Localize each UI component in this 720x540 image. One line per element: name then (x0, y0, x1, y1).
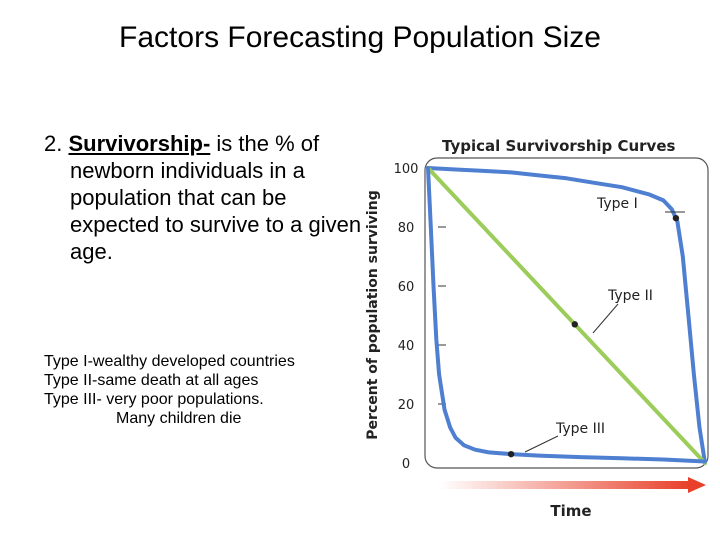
series-line-type-ii (426, 166, 707, 465)
callout-type-1: Type I (596, 196, 685, 213)
survivorship-chart: Typical Survivorship Curves Percent of p… (365, 137, 709, 520)
y-tick-label-0: 0 (402, 457, 410, 472)
definition-term: Survivorship- (68, 131, 211, 156)
y-tick-label-100: 100 (394, 162, 419, 177)
type-3-first: Type III- very poor populations. (44, 391, 264, 408)
y-tick-label-20: 20 (398, 398, 415, 413)
time-arrow-bar (440, 481, 690, 489)
callout-line-type-3 (524, 435, 559, 453)
plot-frame (424, 157, 709, 469)
type-3-second: Many children die (116, 410, 242, 427)
marker-type-ii (571, 321, 579, 328)
y-tick-label-80: 80 (398, 221, 415, 236)
series-group (426, 166, 707, 465)
series-line-type-iii (426, 166, 707, 464)
type-2-line: Type II-same death at all ages (44, 372, 259, 389)
marker-type-iii (507, 450, 515, 458)
definition-number: 2. (44, 131, 63, 156)
definition-text: is the % of newborn individuals in a pop… (70, 131, 362, 264)
label-type-2: Type II (607, 288, 653, 304)
slide-title: Factors Forecasting Population Size (119, 21, 601, 54)
callout-line-type-2 (592, 303, 619, 334)
callout-type-3: Type III (524, 421, 605, 453)
type-list: Type I-wealthy developed countries Type … (44, 352, 344, 428)
marker-type-i (672, 214, 680, 222)
label-type-1: Type I (596, 196, 638, 212)
type-3-line: Type III- very poor populations. Many ch… (44, 390, 344, 428)
y-tick-label-40: 40 (398, 339, 415, 354)
chart-title: Typical Survivorship Curves (442, 137, 676, 155)
time-arrow-head (688, 477, 706, 493)
y-tick-group: 0 20 40 60 80 100 (394, 162, 446, 472)
callout-type-2: Type II (592, 288, 653, 334)
type-1-line: Type I-wealthy developed countries (44, 353, 295, 370)
y-tick-label-60: 60 (398, 280, 415, 295)
marker-group (507, 214, 680, 458)
label-type-3: Type III (555, 421, 605, 437)
y-axis-label: Percent of population surviving (365, 190, 381, 439)
x-axis-label: Time (550, 502, 591, 520)
definition-paragraph: 2. Survivorship- is the % of newborn ind… (44, 130, 380, 265)
series-line-type-i (426, 166, 707, 465)
